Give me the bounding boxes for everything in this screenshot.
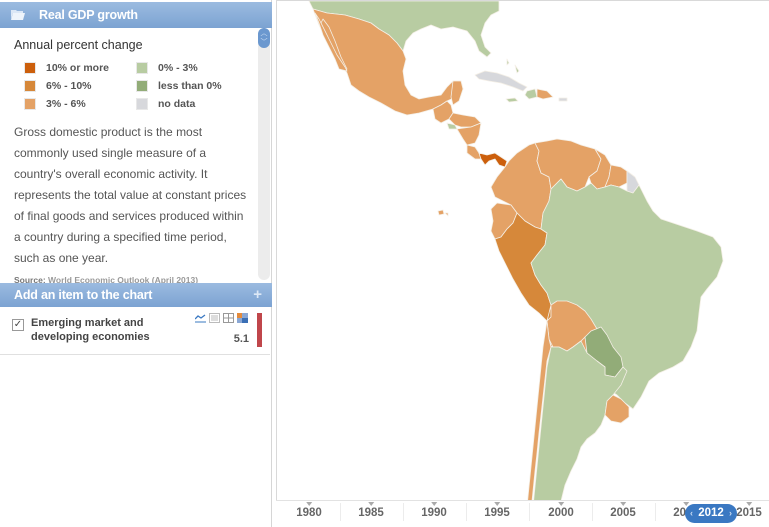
legend-swatch [24,79,36,92]
country-uruguay[interactable] [604,394,630,424]
legend-swatch [136,61,148,74]
legend-swatch [136,79,148,92]
tick-line [340,503,341,521]
prev-year-icon[interactable]: ‹ [690,508,693,518]
latin-america-map[interactable] [277,1,769,527]
chevron-down-icon: ﹀ [260,39,268,46]
tick-line [529,503,530,521]
legend-swatch [136,97,148,110]
tick-line [592,503,593,521]
country-mexico-baja[interactable] [314,12,348,72]
tick-line [466,503,467,521]
chevron-up-icon: ︿ [260,30,268,37]
country-jamaica[interactable] [505,97,519,103]
country-belize[interactable] [450,80,464,106]
legend-item: less than 0% [136,78,256,93]
timeline-tick-1990[interactable]: 1990 [421,507,447,519]
indicator-header[interactable]: Real GDP growth [0,2,272,28]
line-chart-icon[interactable] [195,313,206,323]
indicator-description: Gross domestic product is the most commo… [14,125,247,265]
series-view-icons [195,313,248,323]
timeline[interactable]: 1980 1985 1990 1995 2000 2005 2010 2015 … [276,500,769,527]
list-icon[interactable] [209,313,220,323]
legend-subtitle: Annual percent change [14,38,143,52]
country-costa-rica[interactable] [466,144,482,160]
timeline-tick-2000[interactable]: 2000 [548,507,574,519]
map-panel[interactable] [276,0,769,527]
series-label[interactable]: Emerging market and developing economies [31,317,150,343]
country-panama[interactable] [478,152,508,168]
country-argentina[interactable] [530,340,628,527]
legend: 10% or more 0% - 3% 6% - 10% less than 0… [24,60,258,111]
indicator-title: Real GDP growth [39,8,138,22]
country-dominican-republic[interactable] [536,88,554,100]
legend-item: 6% - 10% [24,78,136,93]
info-scrollbar[interactable]: ︿ ﹀ [258,28,270,280]
legend-item: no data [136,96,256,111]
timeline-tick-1995[interactable]: 1995 [484,507,510,519]
source-label: Source: [14,275,46,283]
legend-item: 10% or more [24,60,136,75]
series-checkbox[interactable]: ✓ [12,319,24,331]
series-color-bar [257,313,262,347]
country-galapagos[interactable] [437,209,449,217]
country-bahamas[interactable] [506,58,520,74]
timeline-tick-1980[interactable]: 1980 [296,507,322,519]
series-row: ✓ Emerging market and developing economi… [0,307,270,355]
tick-line [655,503,656,521]
table-icon[interactable] [223,313,234,323]
selected-year: 2012 [698,507,724,519]
source-link[interactable]: World Economic Outlook (April 2013) [48,275,199,283]
folder-open-icon [11,10,25,20]
add-item-header[interactable]: Add an item to the chart + [0,283,272,307]
legend-swatch [24,97,36,110]
legend-swatch [24,61,36,74]
scroll-thumb[interactable]: ︿ ﹀ [258,28,270,48]
timeline-tick-2005[interactable]: 2005 [610,507,636,519]
timeline-tick-2015[interactable]: 2015 [736,507,762,519]
plus-icon[interactable]: + [253,286,262,303]
country-cuba[interactable] [474,70,528,92]
legend-item: 3% - 6% [24,96,136,111]
left-panel: Real GDP growth Annual percent change 10… [0,0,272,527]
source-line: Source: World Economic Outlook (April 20… [14,275,258,283]
next-year-icon[interactable]: › [729,508,732,518]
year-selector[interactable]: ‹ 2012 › [685,504,737,523]
country-nicaragua[interactable] [456,122,482,146]
country-puerto-rico[interactable] [558,97,568,102]
indicator-info: Annual percent change 10% or more 0% - 3… [2,28,258,283]
add-item-title: Add an item to the chart [14,288,153,302]
series-value: 5.1 [233,333,249,345]
map-icon[interactable] [237,313,248,323]
legend-item: 0% - 3% [136,60,256,75]
country-haiti[interactable] [524,88,538,100]
tick-line [403,503,404,521]
timeline-tick-1985[interactable]: 1985 [358,507,384,519]
